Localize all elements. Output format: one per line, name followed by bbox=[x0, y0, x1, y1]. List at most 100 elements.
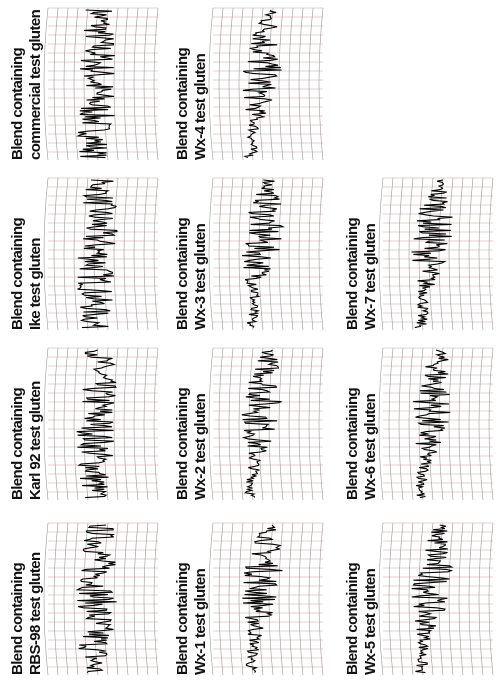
grid-arc bbox=[54, 523, 58, 675]
grid-arc bbox=[479, 523, 483, 675]
grid-arc bbox=[409, 178, 413, 330]
grid-arc bbox=[44, 348, 48, 500]
grid-arc bbox=[409, 348, 413, 500]
grid-arc bbox=[299, 8, 303, 160]
mixograph-trace bbox=[78, 180, 118, 328]
grid-arc bbox=[84, 523, 88, 675]
grid-arc bbox=[449, 348, 453, 500]
grid-arc bbox=[489, 178, 493, 330]
grid-arc bbox=[429, 348, 433, 500]
grid-arc bbox=[389, 348, 393, 500]
panel-label: Blend containingWx-5 test gluten bbox=[344, 562, 379, 675]
label-line-1: Blend containing bbox=[344, 562, 361, 675]
label-line-1: Blend containing bbox=[9, 217, 26, 330]
grid-arc bbox=[249, 178, 253, 330]
grid-arc bbox=[459, 348, 463, 500]
panel-label: Blend containingRBS-98 test gluten bbox=[9, 552, 44, 675]
label-line-1: Blend containing bbox=[9, 387, 26, 500]
grid-arc bbox=[84, 348, 88, 500]
grid-arc bbox=[144, 8, 148, 160]
grid-arc bbox=[449, 523, 453, 675]
mixograph-trace bbox=[242, 180, 283, 328]
grid-arc bbox=[114, 178, 118, 330]
panel: Blend containingWx-6 test gluten bbox=[344, 348, 493, 500]
figure: Blend containingcommercial test glutenBl… bbox=[0, 0, 497, 684]
grid-arc bbox=[239, 8, 243, 160]
label-line-2: commercial test gluten bbox=[27, 9, 44, 160]
grid-arc bbox=[74, 523, 78, 675]
grid-arc bbox=[459, 523, 463, 675]
label-line-1: Blend containing bbox=[9, 47, 26, 160]
grid-arc bbox=[209, 523, 213, 675]
grid-arc bbox=[229, 8, 233, 160]
grid-arc bbox=[219, 178, 223, 330]
grid-arc bbox=[289, 178, 293, 330]
grid-arc bbox=[399, 523, 403, 675]
grid-arc bbox=[154, 178, 158, 330]
grid-arc bbox=[279, 8, 283, 160]
grid-arc bbox=[239, 523, 243, 675]
grid-arc bbox=[54, 8, 58, 160]
grid-arc bbox=[309, 8, 313, 160]
label-line-2: Wx-1 test gluten bbox=[192, 568, 209, 675]
grid-arc bbox=[289, 523, 293, 675]
label-line-2: Wx-4 test gluten bbox=[192, 53, 209, 160]
grid-arc bbox=[124, 348, 128, 500]
label-line-1: Blend containing bbox=[174, 562, 191, 675]
grid-arc bbox=[239, 348, 243, 500]
grid-arc bbox=[54, 348, 58, 500]
label-line-2: RBS-98 test gluten bbox=[27, 552, 44, 675]
grid-arc bbox=[44, 8, 48, 160]
grid-arc bbox=[74, 8, 78, 160]
panel: Blend containingWx-5 test gluten bbox=[344, 523, 493, 675]
grid-arc bbox=[229, 348, 233, 500]
panel: Blend containingWx-7 test gluten bbox=[344, 178, 493, 330]
grid-arc bbox=[379, 523, 383, 675]
grid-arc bbox=[74, 348, 78, 500]
grid-arc bbox=[469, 178, 473, 330]
mixograph-trace bbox=[242, 525, 282, 673]
grid-arc bbox=[479, 348, 483, 500]
grid-arc bbox=[379, 178, 383, 330]
label-line-2: Karl 92 test gluten bbox=[27, 381, 44, 500]
label-line-1: Blend containing bbox=[174, 387, 191, 500]
label-line-2: Wx-7 test gluten bbox=[362, 223, 379, 330]
grid-arc bbox=[319, 178, 323, 330]
panel-label: Blend containingWx-1 test gluten bbox=[174, 562, 209, 675]
grid-arc bbox=[299, 348, 303, 500]
grid-arc bbox=[269, 178, 273, 330]
panel-label: Blend containingWx-4 test gluten bbox=[174, 47, 209, 160]
grid-arc bbox=[134, 178, 138, 330]
grid-arc bbox=[429, 523, 433, 675]
grid-arc bbox=[209, 348, 213, 500]
grid-arc bbox=[124, 523, 128, 675]
grid-arc bbox=[219, 8, 223, 160]
grid-arc bbox=[249, 8, 253, 160]
label-line-1: Blend containing bbox=[174, 217, 191, 330]
label-line-2: Wx-3 test gluten bbox=[192, 223, 209, 330]
grid-arc bbox=[239, 178, 243, 330]
grid-arc bbox=[219, 348, 223, 500]
grid-arc bbox=[279, 348, 283, 500]
grid-arc bbox=[379, 348, 383, 500]
mixograph-trace bbox=[77, 350, 116, 498]
label-line-2: Wx-6 test gluten bbox=[362, 393, 379, 500]
grid-arc bbox=[134, 348, 138, 500]
grid-arc bbox=[104, 8, 108, 160]
grid-arc bbox=[449, 178, 453, 330]
grid-arc bbox=[229, 523, 233, 675]
grid-arc bbox=[279, 178, 283, 330]
grid-arc bbox=[299, 523, 303, 675]
grid-arc bbox=[124, 8, 128, 160]
grid-arc bbox=[114, 523, 118, 675]
grid-arc bbox=[64, 178, 68, 330]
grid-arc bbox=[124, 178, 128, 330]
